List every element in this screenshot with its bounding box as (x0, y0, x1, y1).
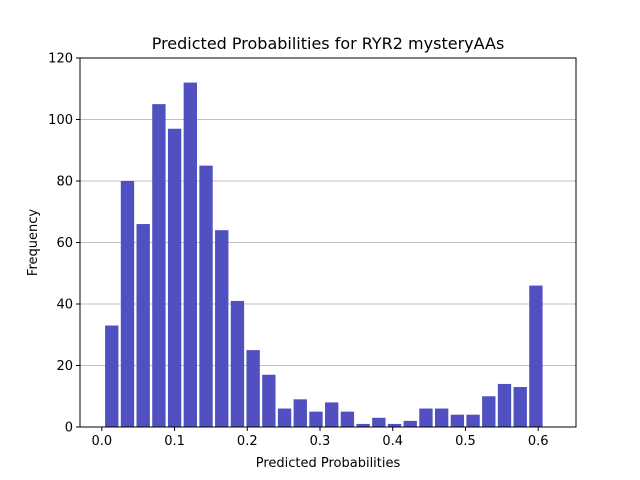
x-tick-label: 0.6 (528, 434, 549, 449)
x-tick-label: 0.0 (91, 434, 112, 449)
x-axis-ticks: 0.0 0.1 0.2 0.3 0.4 0.5 0.6 (91, 427, 549, 449)
histogram-bar (450, 414, 465, 427)
y-tick-label: 40 (56, 298, 73, 313)
histogram-bar (152, 104, 166, 427)
y-tick-label: 120 (48, 52, 73, 67)
x-tick-label: 0.5 (455, 434, 476, 449)
histogram-bar (497, 383, 512, 427)
histogram-bar (419, 408, 433, 427)
histogram-bar (309, 411, 323, 427)
y-axis-title: Frequency (26, 209, 41, 276)
x-tick-label: 0.4 (382, 434, 403, 449)
x-axis-title: Predicted Probabilities (256, 456, 401, 471)
bars (105, 82, 543, 427)
histogram-bar (246, 350, 260, 427)
histogram-bar (387, 423, 402, 427)
chart-title: Predicted Probabilities for RYR2 mystery… (152, 34, 505, 53)
histogram-bar (372, 417, 386, 427)
histogram-bar (105, 325, 119, 427)
histogram-bar (529, 285, 543, 427)
y-tick-label: 20 (56, 359, 73, 374)
histogram-bar (215, 230, 229, 427)
histogram-bar (403, 420, 417, 427)
x-tick-label: 0.2 (237, 434, 258, 449)
histogram-bar (230, 300, 245, 427)
histogram-bar (262, 374, 276, 427)
y-tick-label: 100 (48, 113, 73, 128)
histogram-bar (199, 165, 213, 427)
histogram-bar (513, 387, 527, 427)
y-tick-label: 0 (65, 421, 73, 436)
histogram-bar (356, 423, 370, 427)
histogram-bar (293, 399, 307, 427)
histogram-bar (482, 396, 496, 427)
histogram-bar (120, 181, 135, 427)
x-tick-label: 0.3 (310, 434, 331, 449)
y-axis-ticks: 0 20 40 60 80 100 120 (48, 52, 80, 436)
histogram-bar (466, 414, 480, 427)
histogram-bar (325, 402, 339, 427)
histogram-bar (340, 411, 355, 427)
histogram-bar (136, 224, 150, 427)
histogram-bar (167, 128, 182, 427)
y-tick-label: 60 (56, 236, 73, 251)
histogram-bar (434, 408, 449, 427)
x-tick-label: 0.1 (164, 434, 185, 449)
histogram-bar (183, 82, 197, 427)
y-tick-label: 80 (56, 175, 73, 190)
histogram-bar (277, 408, 292, 427)
